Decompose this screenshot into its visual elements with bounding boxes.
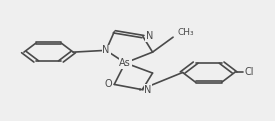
- Text: N: N: [146, 31, 154, 41]
- Text: N: N: [102, 45, 110, 55]
- Text: N: N: [144, 85, 152, 95]
- Text: CH₃: CH₃: [177, 28, 194, 37]
- Text: Cl: Cl: [244, 68, 254, 77]
- Text: O: O: [104, 79, 112, 89]
- Text: As: As: [119, 58, 131, 68]
